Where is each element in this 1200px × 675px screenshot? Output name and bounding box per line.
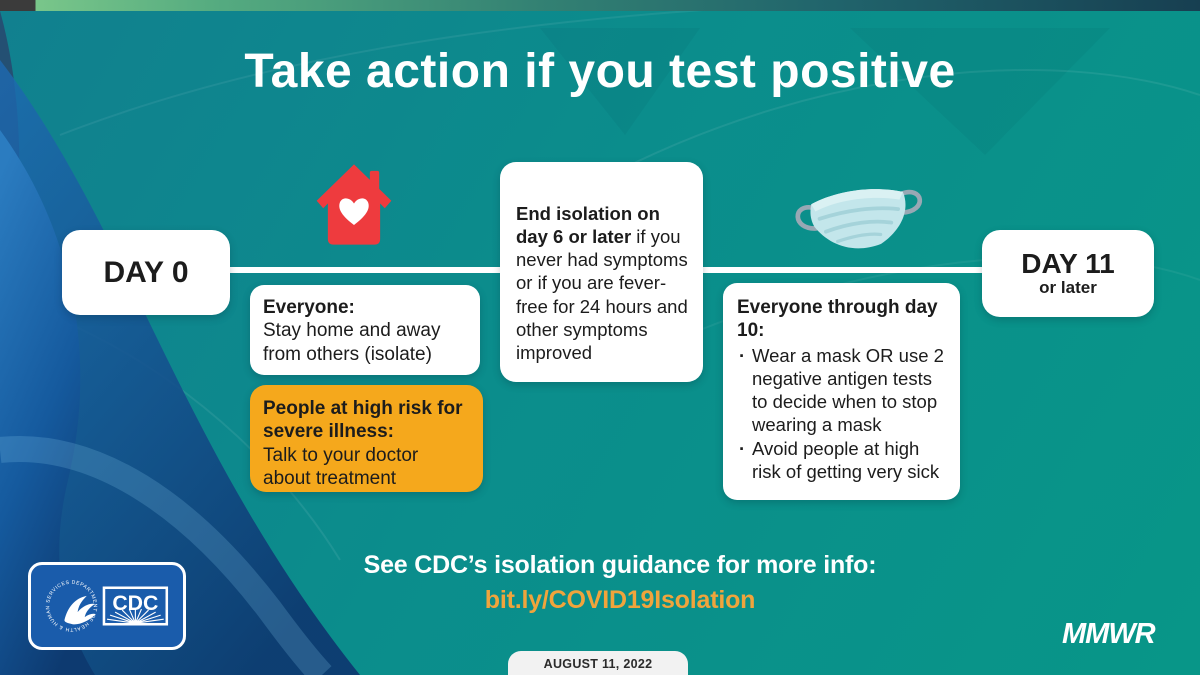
day11-label: DAY 11	[1021, 248, 1115, 280]
top-accent-bar	[0, 0, 1200, 11]
day0-label-box: DAY 0	[62, 230, 230, 315]
list-item: · Avoid people at high risk of getting v…	[737, 437, 948, 483]
end-isolation-rest: if you never had symptoms or if you are …	[516, 226, 688, 363]
footer-info-text: See CDC’s isolation guidance for more in…	[363, 551, 877, 579]
date-tab: AUGUST 11, 2022	[508, 651, 688, 675]
cdc-logo-art: DEPARTMENT OF HEALTH & HUMAN SERVICES • …	[29, 561, 169, 632]
bullet-icon: ·	[739, 438, 746, 460]
everyone-card: Everyone: Stay home and away from others…	[250, 285, 480, 375]
everyone-card-body: Stay home and away from others (isolate)	[263, 320, 441, 365]
cdc-rays	[106, 608, 164, 624]
cdc-hhs-logo: DEPARTMENT OF HEALTH & HUMAN SERVICES • …	[28, 561, 186, 650]
mmwr-logo: MMWR	[1062, 618, 1156, 650]
house-with-heart-icon	[316, 164, 392, 245]
bullet-icon: ·	[739, 344, 746, 366]
end-isolation-card: End isolation on day 6 or later if you n…	[500, 162, 703, 382]
day11-label-box: DAY 11 or later	[982, 230, 1154, 317]
end-isolation-card-body: End isolation on day 6 or later if you n…	[516, 202, 688, 364]
bullet-text-mask: Wear a mask OR use 2 negative antigen te…	[752, 344, 944, 436]
page-title: Take action if you test positive	[244, 45, 956, 98]
high-risk-card-body: Talk to your doctor about treatment	[263, 444, 419, 490]
through-day10-heading: Everyone through day 10:	[737, 297, 938, 342]
through-day10-card: Everyone through day 10: · Wear a mask O…	[723, 283, 960, 500]
list-item: · Wear a mask OR use 2 negative antigen …	[737, 344, 948, 437]
day11-sublabel: or later	[1039, 277, 1097, 297]
end-isolation-bold-lead: End isolation on day 6 or later	[516, 203, 660, 248]
high-risk-card: People at high risk for severe illness: …	[250, 385, 483, 492]
bullet-text-avoid: Avoid people at high risk of getting ver…	[752, 438, 940, 483]
high-risk-card-heading: People at high risk for severe illness:	[263, 398, 463, 443]
cdc-logo-text: CDC	[112, 591, 158, 615]
everyone-card-heading: Everyone:	[263, 297, 355, 318]
face-mask-icon	[795, 189, 923, 249]
day0-label: DAY 0	[103, 255, 189, 289]
hhs-eagle-icon	[64, 595, 96, 625]
footer-link[interactable]: bit.ly/COVID19Isolation	[484, 586, 756, 614]
